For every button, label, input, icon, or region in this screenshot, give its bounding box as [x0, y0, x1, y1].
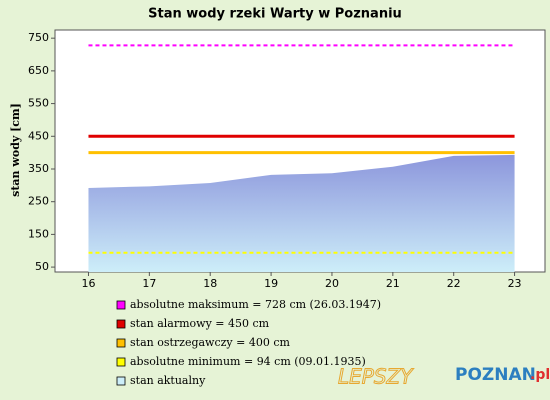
watermark: .pl [530, 367, 550, 383]
x-tick-label: 18 [203, 277, 217, 290]
y-tick-label: 550 [28, 97, 49, 110]
x-tick-label: 21 [386, 277, 400, 290]
legend-label: stan ostrzegawczy = 400 cm [130, 336, 291, 349]
y-tick-label: 650 [28, 64, 49, 77]
y-tick-label: 50 [35, 260, 49, 273]
x-tick-label: 20 [325, 277, 339, 290]
legend-label: absolutne maksimum = 728 cm (26.03.1947) [130, 298, 381, 311]
legend-swatch [116, 300, 126, 310]
legend-label: absolutne minimum = 94 cm (09.01.1935) [130, 355, 366, 368]
legend-swatch [116, 376, 126, 386]
x-tick-label: 22 [447, 277, 461, 290]
y-axis-label: stan wody [cm] [9, 103, 22, 197]
y-tick-label: 350 [28, 162, 49, 175]
x-tick-label: 17 [142, 277, 156, 290]
legend-label: stan aktualny [130, 374, 206, 387]
watermark: LEPSZY [338, 365, 414, 389]
legend-swatch [116, 319, 126, 329]
x-tick-label: 23 [508, 277, 522, 290]
x-tick-label: 16 [81, 277, 95, 290]
area [88, 154, 515, 272]
y-tick-label: 750 [28, 31, 49, 44]
chart-title: Stan wody rzeki Warty w Poznaniu [148, 7, 402, 22]
x-tick-label: 19 [264, 277, 278, 290]
y-tick-label: 450 [28, 129, 49, 142]
y-tick-label: 250 [28, 195, 49, 208]
y-tick-label: 150 [28, 227, 49, 240]
legend-swatch [116, 338, 126, 348]
legend-swatch [116, 357, 126, 367]
legend-label: stan alarmowy = 450 cm [130, 317, 270, 330]
watermark: POZNAN [455, 365, 536, 385]
